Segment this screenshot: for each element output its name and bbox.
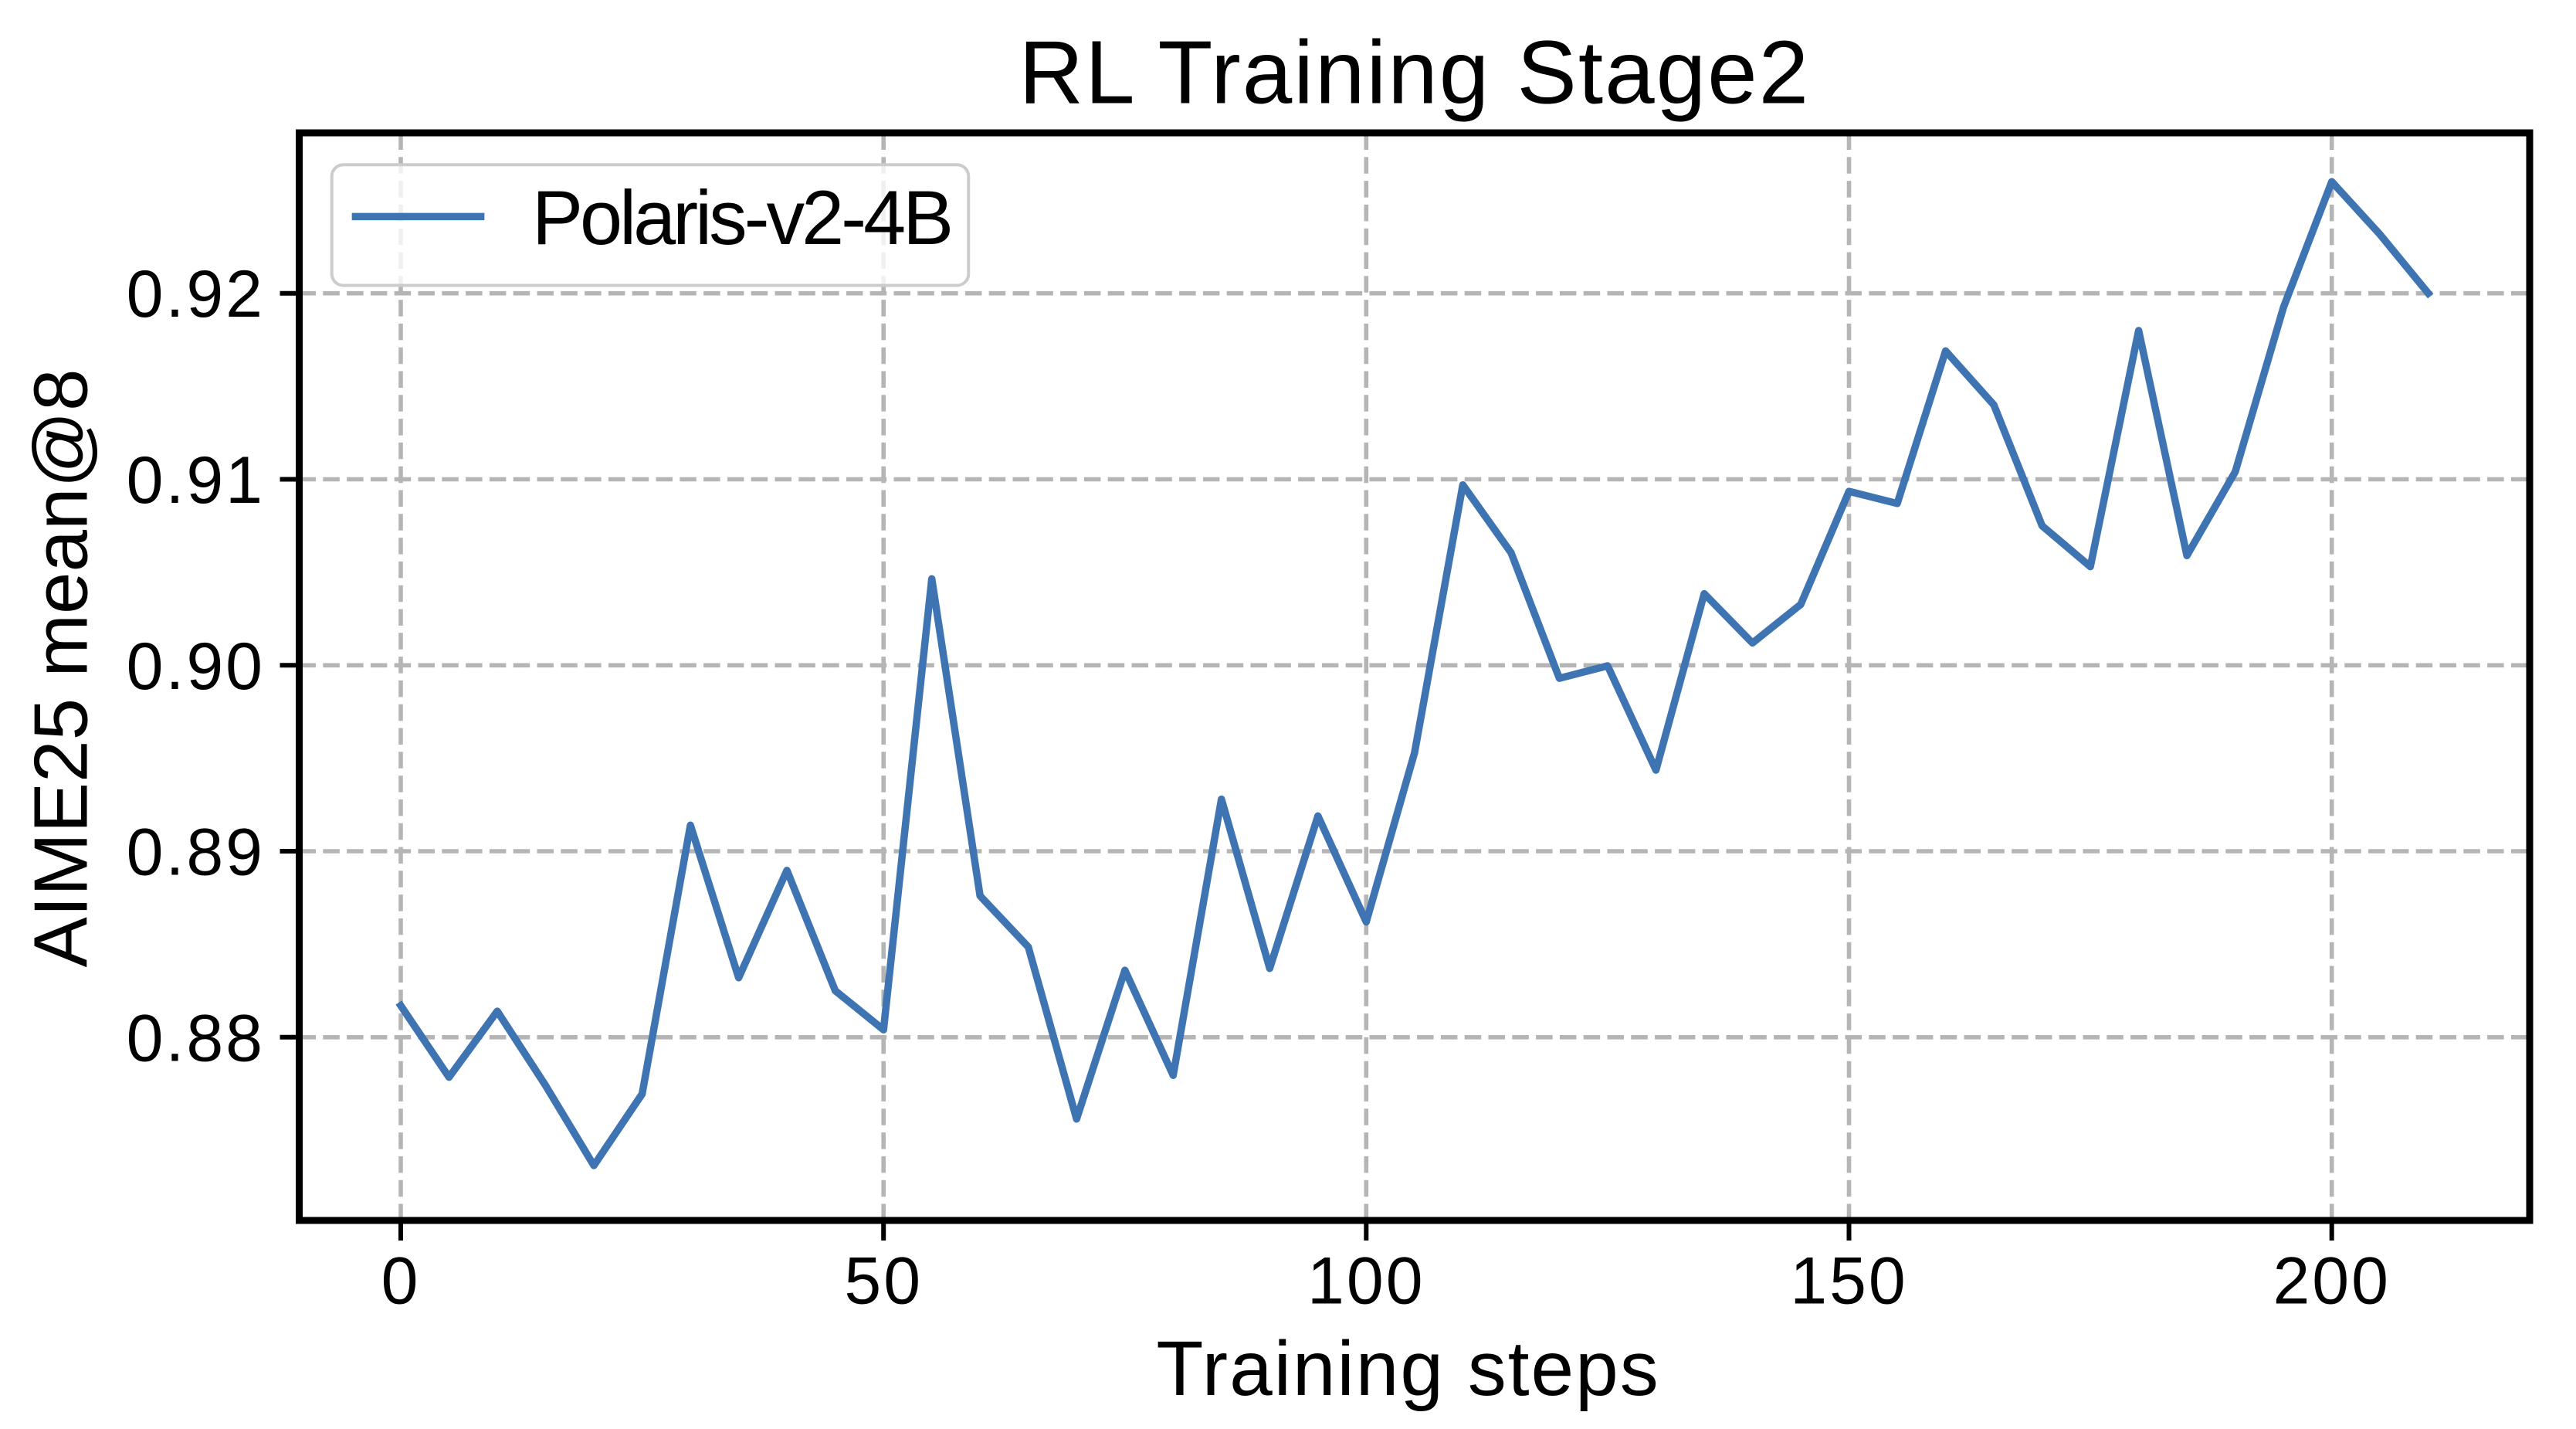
svg-text:0.91: 0.91 [127, 443, 265, 518]
svg-text:0.92: 0.92 [127, 257, 265, 331]
svg-text:0: 0 [381, 1244, 421, 1319]
svg-text:0.88: 0.88 [127, 1001, 265, 1075]
svg-text:AIME25 mean@8: AIME25 mean@8 [19, 369, 103, 968]
svg-text:100: 100 [1307, 1244, 1425, 1319]
svg-text:Training steps: Training steps [1156, 1325, 1659, 1412]
svg-text:Polaris-v2-4B: Polaris-v2-4B [532, 175, 951, 260]
svg-text:0.89: 0.89 [127, 816, 265, 890]
svg-text:50: 50 [844, 1244, 923, 1319]
svg-text:0.90: 0.90 [127, 630, 265, 704]
svg-text:RL Training Stage2: RL Training Stage2 [1019, 22, 1810, 123]
svg-text:150: 150 [1790, 1244, 1908, 1319]
svg-text:200: 200 [2273, 1244, 2391, 1319]
